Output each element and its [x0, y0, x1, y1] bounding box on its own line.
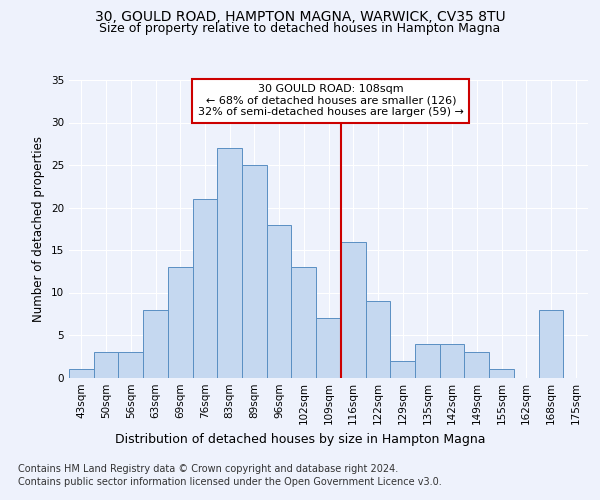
Bar — [267, 224, 292, 378]
Bar — [464, 352, 489, 378]
Bar — [168, 267, 193, 378]
Bar — [415, 344, 440, 378]
Bar — [390, 360, 415, 378]
Text: Contains HM Land Registry data © Crown copyright and database right 2024.: Contains HM Land Registry data © Crown c… — [18, 464, 398, 474]
Bar — [94, 352, 118, 378]
Bar — [193, 199, 217, 378]
Text: Distribution of detached houses by size in Hampton Magna: Distribution of detached houses by size … — [115, 432, 485, 446]
Bar — [69, 369, 94, 378]
Bar — [489, 369, 514, 378]
Text: Size of property relative to detached houses in Hampton Magna: Size of property relative to detached ho… — [100, 22, 500, 35]
Bar — [143, 310, 168, 378]
Bar — [341, 242, 365, 378]
Bar — [292, 267, 316, 378]
Text: 30, GOULD ROAD, HAMPTON MAGNA, WARWICK, CV35 8TU: 30, GOULD ROAD, HAMPTON MAGNA, WARWICK, … — [95, 10, 505, 24]
Text: Contains public sector information licensed under the Open Government Licence v3: Contains public sector information licen… — [18, 477, 442, 487]
Bar — [242, 165, 267, 378]
Y-axis label: Number of detached properties: Number of detached properties — [32, 136, 46, 322]
Bar — [118, 352, 143, 378]
Text: 30 GOULD ROAD: 108sqm
← 68% of detached houses are smaller (126)
32% of semi-det: 30 GOULD ROAD: 108sqm ← 68% of detached … — [198, 84, 464, 117]
Bar — [217, 148, 242, 378]
Bar — [365, 301, 390, 378]
Bar — [316, 318, 341, 378]
Bar — [440, 344, 464, 378]
Bar — [539, 310, 563, 378]
